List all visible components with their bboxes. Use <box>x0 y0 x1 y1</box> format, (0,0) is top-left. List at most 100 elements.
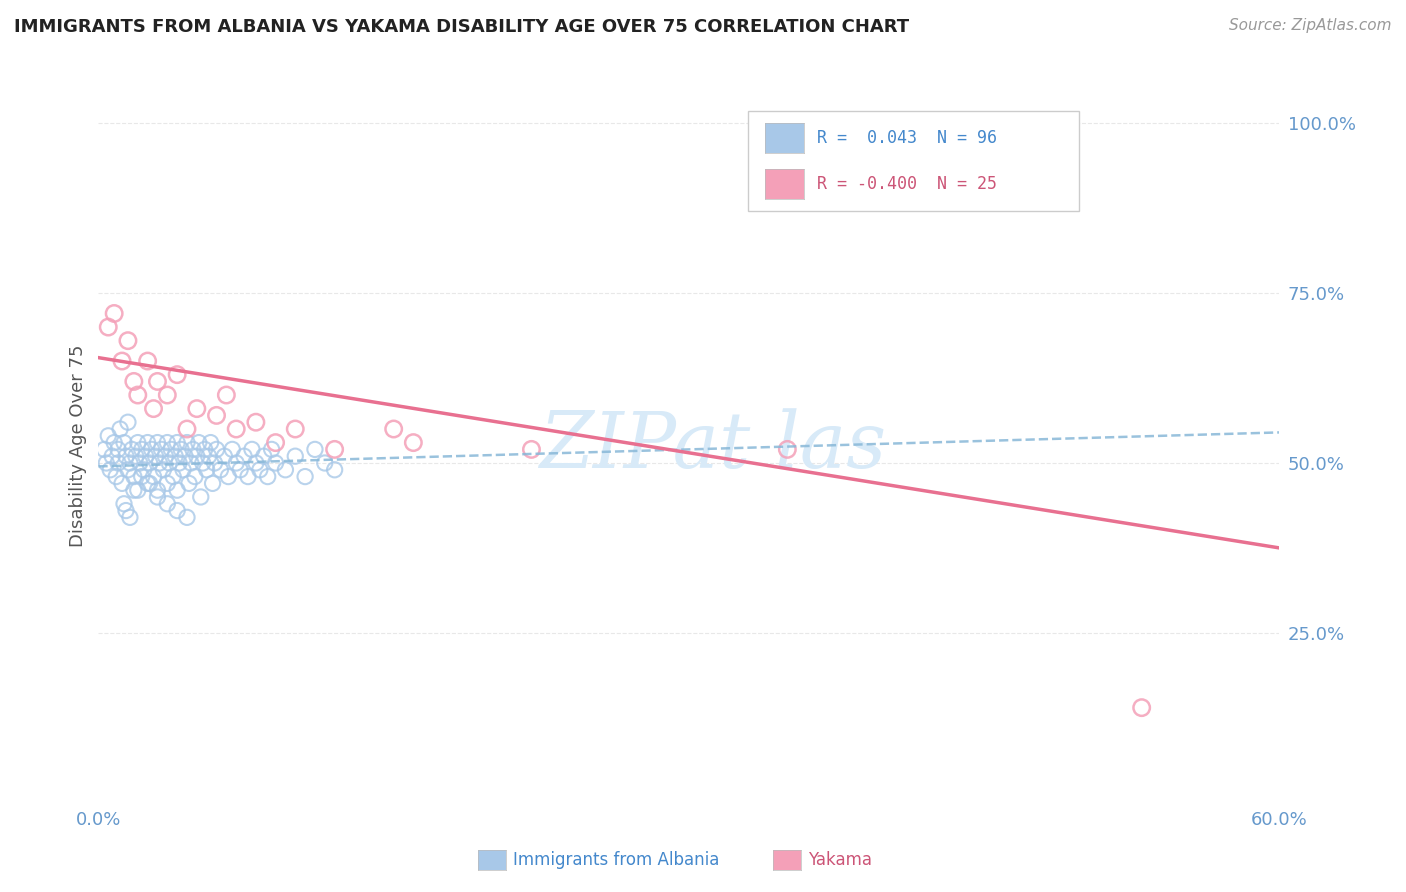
Point <box>117 334 139 348</box>
Point <box>181 442 204 457</box>
Point <box>217 469 239 483</box>
Point <box>186 401 208 416</box>
Point <box>128 456 150 470</box>
Text: Immigrants from Albania: Immigrants from Albania <box>513 851 720 869</box>
Point <box>233 449 256 463</box>
Point <box>118 456 141 470</box>
Point <box>146 490 169 504</box>
Point <box>117 415 139 429</box>
Point <box>112 497 135 511</box>
Point <box>156 388 179 402</box>
Point <box>240 442 263 457</box>
Point <box>122 483 145 498</box>
Point <box>245 415 267 429</box>
Point <box>274 463 297 477</box>
Point <box>142 401 165 416</box>
Point <box>245 456 267 470</box>
Point <box>160 442 183 457</box>
Text: Source: ZipAtlas.com: Source: ZipAtlas.com <box>1229 18 1392 33</box>
Point <box>136 435 159 450</box>
Text: Yakama: Yakama <box>808 851 873 869</box>
Point <box>170 442 193 457</box>
Point <box>131 469 153 483</box>
Point <box>148 456 170 470</box>
Point <box>122 375 145 389</box>
Point <box>166 368 188 382</box>
Point <box>152 463 174 477</box>
Point <box>118 510 141 524</box>
Point <box>155 449 177 463</box>
Point <box>146 435 169 450</box>
Point <box>136 476 159 491</box>
Point <box>146 483 169 498</box>
Point <box>191 456 214 470</box>
Point <box>135 449 157 463</box>
Point <box>112 435 135 450</box>
Point <box>214 449 236 463</box>
Point <box>138 456 160 470</box>
Point <box>205 442 228 457</box>
Point <box>236 469 259 483</box>
Point <box>197 449 219 463</box>
Point <box>180 456 202 470</box>
Point <box>200 435 222 450</box>
Point <box>166 503 188 517</box>
Point <box>115 449 138 463</box>
Point <box>176 435 198 450</box>
Point <box>138 476 160 491</box>
Point <box>225 456 247 470</box>
Point <box>150 442 173 457</box>
Point <box>166 435 188 450</box>
Point <box>253 449 276 463</box>
Point <box>314 456 336 470</box>
Point <box>323 442 346 457</box>
Point <box>323 463 346 477</box>
Point <box>146 375 169 389</box>
Point <box>194 442 217 457</box>
Point <box>103 435 125 450</box>
Point <box>215 388 238 402</box>
Point <box>284 449 307 463</box>
Point <box>125 449 148 463</box>
Point <box>156 497 179 511</box>
Point <box>776 442 799 457</box>
Point <box>284 422 307 436</box>
Point <box>167 456 190 470</box>
Point <box>225 422 247 436</box>
Point <box>249 463 271 477</box>
Point <box>145 449 167 463</box>
Point <box>156 476 179 491</box>
Point <box>96 456 118 470</box>
Point <box>190 490 212 504</box>
Point <box>93 442 115 457</box>
Point <box>260 442 283 457</box>
Point <box>103 306 125 320</box>
Point <box>204 456 226 470</box>
Point <box>176 510 198 524</box>
Point <box>97 429 120 443</box>
Point <box>264 435 287 450</box>
Point <box>107 456 129 470</box>
Point <box>201 476 224 491</box>
Point <box>165 449 187 463</box>
Text: IMMIGRANTS FROM ALBANIA VS YAKAMA DISABILITY AGE OVER 75 CORRELATION CHART: IMMIGRANTS FROM ALBANIA VS YAKAMA DISABI… <box>14 18 910 36</box>
Point <box>402 435 425 450</box>
Point <box>187 435 209 450</box>
Point <box>111 476 134 491</box>
Point <box>111 354 134 368</box>
Point <box>172 463 194 477</box>
Point <box>382 422 405 436</box>
Point <box>101 449 124 463</box>
Text: R =  0.043  N = 96: R = 0.043 N = 96 <box>817 128 997 146</box>
Point <box>177 476 200 491</box>
Point <box>176 422 198 436</box>
Point <box>121 442 143 457</box>
Point <box>115 503 138 517</box>
Point <box>186 449 208 463</box>
Point <box>209 463 232 477</box>
Point <box>195 463 218 477</box>
Point <box>127 435 149 450</box>
Text: ZIPat las: ZIPat las <box>538 408 886 484</box>
Y-axis label: Disability Age Over 75: Disability Age Over 75 <box>69 344 87 548</box>
Point <box>221 442 243 457</box>
